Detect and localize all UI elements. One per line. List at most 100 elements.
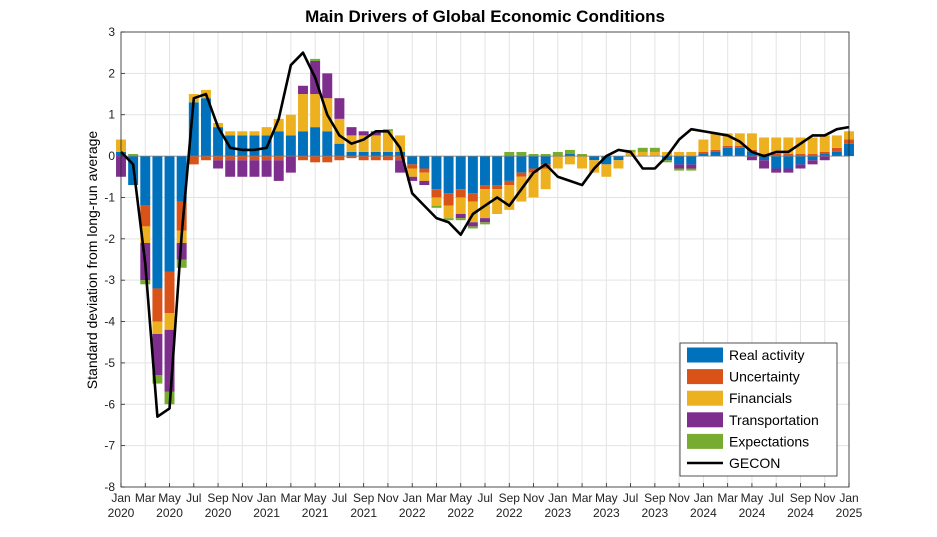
bar-real-activity xyxy=(492,156,503,186)
x-tick-year: 2021 xyxy=(302,506,329,520)
bar-financials xyxy=(298,94,308,132)
bar-uncertainty xyxy=(273,156,284,161)
bar-financials xyxy=(395,135,406,152)
x-tick-year: 2024 xyxy=(787,506,814,520)
bar-real-activity xyxy=(431,156,442,190)
x-tick-month: Sep xyxy=(644,491,666,505)
bar-financials xyxy=(237,131,248,136)
legend-label: Real activity xyxy=(729,347,804,363)
bar-financials xyxy=(637,151,648,157)
bar-real-activity xyxy=(419,156,430,169)
bar-financials xyxy=(273,118,284,132)
bar-uncertainty xyxy=(480,185,490,190)
bar-expectations xyxy=(128,154,139,157)
bar-uncertainty xyxy=(698,151,709,155)
legend-swatch-uncertainty xyxy=(687,369,723,385)
bar-transportation xyxy=(164,329,175,392)
bar-transportation xyxy=(152,333,163,376)
bar-financials xyxy=(480,189,490,219)
bar-real-activity xyxy=(455,156,466,190)
bar-uncertainty xyxy=(722,145,733,148)
bar-expectations xyxy=(540,154,551,157)
bar-uncertainty xyxy=(795,154,806,157)
bar-real-activity xyxy=(140,156,151,206)
bar-uncertainty xyxy=(431,189,442,198)
bar-expectations xyxy=(310,58,321,61)
bar-real-activity xyxy=(722,147,733,157)
x-tick-year: 2025 xyxy=(836,506,863,520)
bar-transportation xyxy=(783,168,794,173)
x-tick-month: Sep xyxy=(499,491,521,505)
bar-transportation xyxy=(334,98,345,119)
bar-expectations xyxy=(504,151,515,157)
bar-transportation xyxy=(358,131,369,136)
gecon-line-layer xyxy=(120,51,850,418)
bar-financials xyxy=(601,164,612,177)
bar-transportation xyxy=(759,160,770,169)
bar-uncertainty xyxy=(237,156,248,161)
bar-uncertainty xyxy=(831,147,842,152)
bar-expectations xyxy=(140,280,151,285)
bar-financials xyxy=(686,151,697,157)
bar-real-activity xyxy=(662,156,672,161)
bar-expectations xyxy=(431,205,442,208)
bar-real-activity xyxy=(589,156,600,161)
bar-uncertainty xyxy=(188,156,199,165)
bar-uncertainty xyxy=(261,156,272,161)
bar-real-activity xyxy=(807,156,818,161)
bar-real-activity xyxy=(516,156,527,173)
bar-financials xyxy=(771,137,782,155)
bar-financials xyxy=(370,135,381,152)
bar-transportation xyxy=(237,160,248,177)
bar-real-activity xyxy=(783,156,794,169)
bar-uncertainty xyxy=(164,271,175,314)
bar-uncertainty xyxy=(213,156,224,161)
bar-real-activity xyxy=(746,151,757,157)
x-tick-month: Nov xyxy=(668,491,689,505)
bar-financials xyxy=(261,127,272,136)
bar-transportation xyxy=(480,218,490,223)
x-tick-month: Nov xyxy=(523,491,544,505)
bar-uncertainty xyxy=(358,156,369,161)
y-tick-labels: 3 2 1 0 -1 -2 -3 -4 -5 -6 -7 -8 xyxy=(104,25,125,494)
bar-transportation xyxy=(322,73,333,99)
bar-transportation xyxy=(674,164,685,169)
y-tick-label: -8 xyxy=(104,480,115,494)
y-tick-label: 0 xyxy=(108,149,115,163)
bar-expectations xyxy=(480,222,490,225)
bar-real-activity xyxy=(528,156,539,169)
bar-transportation xyxy=(795,164,806,169)
bar-real-activity xyxy=(370,151,381,157)
bar-financials xyxy=(249,131,260,136)
y-tick-label: 1 xyxy=(108,108,115,122)
bar-uncertainty xyxy=(540,164,551,169)
bar-uncertainty xyxy=(370,156,381,161)
bar-real-activity xyxy=(795,156,806,165)
bar-real-activity xyxy=(152,156,163,289)
bar-uncertainty xyxy=(382,156,393,161)
bar-real-activity xyxy=(395,151,406,157)
bar-expectations xyxy=(528,154,539,157)
bar-real-activity xyxy=(164,156,175,272)
bar-financials xyxy=(152,321,163,334)
x-tick-month: May xyxy=(449,491,472,505)
bar-real-activity xyxy=(200,98,211,157)
x-tick-year: 2024 xyxy=(690,506,717,520)
bar-financials xyxy=(528,172,539,198)
x-tick-month: Nov xyxy=(232,491,253,505)
bar-uncertainty xyxy=(467,193,478,202)
bar-real-activity xyxy=(407,156,418,165)
x-tick-month: Jul xyxy=(477,491,492,505)
bar-expectations xyxy=(552,151,563,157)
x-tick-month: Nov xyxy=(377,491,398,505)
x-tick-month: May xyxy=(304,491,327,505)
bar-expectations xyxy=(516,151,527,157)
bar-uncertainty xyxy=(200,156,211,161)
x-tick-month: Jul xyxy=(186,491,201,505)
bar-real-activity xyxy=(540,156,551,165)
bar-expectations xyxy=(577,154,588,157)
bar-transportation xyxy=(455,214,466,219)
x-tick-month: Jan xyxy=(403,491,422,505)
bar-financials xyxy=(310,94,321,128)
bar-financials xyxy=(710,133,721,150)
